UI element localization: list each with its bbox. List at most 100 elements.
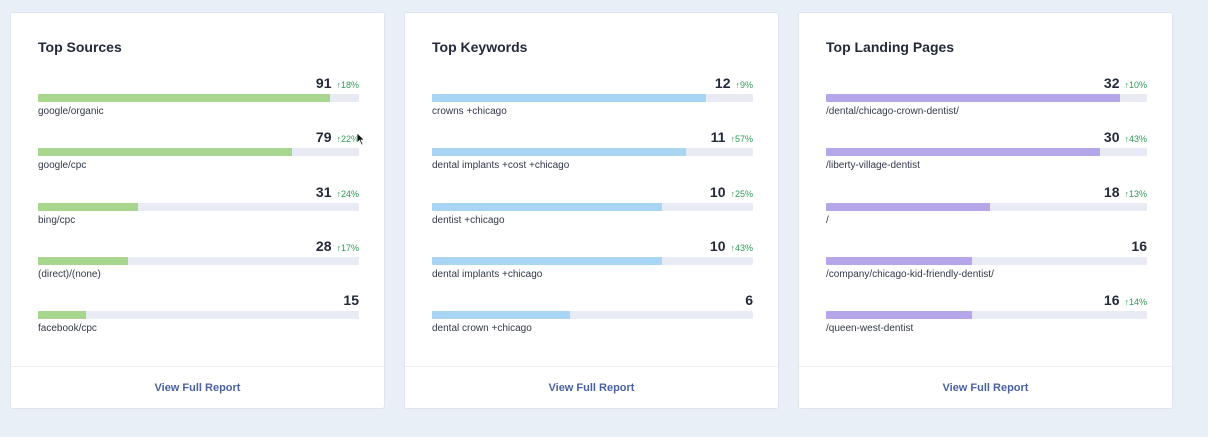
row-metrics: 16 ↑14%	[1104, 292, 1147, 310]
row-label: bing/cpc	[38, 214, 76, 226]
progress-bar-track	[826, 94, 1147, 102]
list-item: 12 ↑9% crowns +chicago	[432, 75, 753, 129]
row-metrics: 6	[745, 292, 753, 310]
row-metrics: 15	[343, 292, 359, 310]
progress-bar-track	[826, 311, 1147, 320]
progress-bar-fill	[38, 311, 87, 320]
top-landing-pages-card: Top Landing Pages 32 ↑10% /dental/chicago-…	[798, 12, 1173, 409]
view-full-report-link[interactable]: View Full Report	[942, 381, 1029, 394]
row-value: 18	[1103, 183, 1120, 200]
progress-bar-track	[38, 311, 359, 320]
card-footer: View Full Report	[11, 366, 384, 408]
progress-bar-fill	[432, 94, 707, 102]
row-value: 12	[714, 75, 731, 91]
row-change-badge: ↑22%	[336, 134, 359, 145]
progress-bar-fill	[38, 256, 128, 265]
list-item: 15 facebook/cpc	[38, 292, 359, 346]
row-label: /dental/chicago-crown-dentist/	[826, 106, 959, 117]
row-value: 91	[315, 75, 332, 91]
list-item: 10 ↑43% dental implants +chicago	[432, 238, 753, 292]
card-footer: View Full Report	[405, 366, 778, 408]
card-footer: View Full Report	[799, 366, 1172, 408]
row-value: 79	[315, 129, 332, 146]
progress-bar-track	[38, 256, 359, 265]
list-item: 16 ↑14% /queen-west-dentist	[826, 292, 1147, 346]
sources-list: 91 ↑18% google/organic 79 ↑22% google/cpc 31 ↑2…	[38, 75, 359, 346]
list-item: 31 ↑24% bing/cpc	[38, 184, 359, 238]
list-item: 10 ↑25% dentist +chicago	[432, 184, 753, 238]
row-value: 11	[710, 129, 726, 146]
row-label: dental implants +chicago	[432, 268, 543, 280]
list-item: 79 ↑22% google/cpc	[38, 129, 359, 183]
row-change-badge: ↑25%	[730, 188, 753, 199]
row-change-badge: ↑10%	[1124, 80, 1147, 90]
progress-bar-track	[826, 256, 1147, 265]
progress-bar-track	[432, 202, 753, 211]
row-change-badge: ↑43%	[1124, 134, 1147, 145]
top-keywords-card: Top Keywords 12 ↑9% crowns +chicago 11 ↑57% d…	[404, 12, 779, 409]
list-item: 28 ↑17% (direct)/(none)	[38, 238, 359, 292]
row-label: dental crown +chicago	[432, 323, 532, 335]
card-title: Top Landing Pages	[826, 39, 955, 55]
row-value: 16	[1131, 237, 1147, 254]
row-metrics: 10 ↑25%	[710, 184, 753, 202]
row-change-badge: ↑43%	[730, 242, 753, 253]
list-item: 11 ↑57% dental implants +cost +chicago	[432, 129, 753, 183]
top-sources-card: Top Sources 91 ↑18% google/organic 79 ↑22% go…	[10, 12, 385, 409]
row-label: crowns +chicago	[432, 106, 507, 117]
row-label: google/cpc	[38, 160, 87, 172]
row-label: /	[826, 214, 829, 226]
row-metrics: 30 ↑43%	[1104, 129, 1147, 147]
list-item: 16/company/chicago-kid-friendly-dentist/	[826, 238, 1147, 292]
card-title: Top Keywords	[432, 39, 528, 55]
progress-bar-fill	[38, 94, 331, 102]
row-value: 15	[343, 292, 359, 309]
list-item: 18 ↑13% /	[826, 184, 1147, 238]
list-item: 32 ↑10% /dental/chicago-crown-dentist/	[826, 75, 1147, 129]
row-change-badge: ↑14%	[1124, 297, 1147, 308]
progress-bar-fill	[826, 202, 990, 211]
row-label: facebook/cpc	[38, 323, 97, 335]
list-item: 91 ↑18% google/organic	[38, 75, 359, 129]
row-change-badge: ↑24%	[336, 188, 359, 199]
row-value: 28	[315, 237, 332, 254]
progress-bar-fill	[432, 202, 662, 211]
progress-bar-fill	[432, 148, 686, 157]
progress-bar-fill	[38, 148, 292, 157]
row-change-badge: ↑9%	[735, 80, 753, 90]
row-value: 30	[1103, 129, 1120, 146]
row-label: /company/chicago-kid-friendly-dentist/	[826, 268, 994, 280]
row-value: 16	[1103, 292, 1120, 309]
mouse-cursor-icon	[356, 132, 366, 146]
row-change-badge: ↑57%	[730, 134, 753, 145]
progress-bar-fill	[826, 94, 1120, 102]
row-metrics: 11 ↑57%	[711, 129, 753, 147]
row-value: 10	[709, 183, 726, 200]
row-metrics: 16	[1131, 238, 1147, 256]
view-full-report-link[interactable]: View Full Report	[154, 381, 241, 394]
progress-bar-track	[432, 148, 753, 157]
row-change-badge: ↑13%	[1124, 188, 1147, 199]
row-metrics: 31 ↑24%	[316, 184, 359, 202]
progress-bar-track	[826, 202, 1147, 211]
row-value: 31	[315, 183, 332, 200]
progress-bar-track	[432, 256, 753, 265]
row-metrics: 32 ↑10%	[1104, 75, 1147, 93]
list-item: 6 dental crown +chicago	[432, 292, 753, 346]
view-full-report-link[interactable]: View Full Report	[548, 381, 635, 394]
progress-bar-fill	[432, 256, 662, 265]
row-change-badge: ↑17%	[336, 242, 359, 253]
row-label: /queen-west-dentist	[826, 323, 914, 335]
row-metrics: 91 ↑18%	[316, 75, 359, 93]
progress-bar-track	[432, 311, 753, 320]
progress-bar-fill	[826, 148, 1101, 157]
progress-bar-track	[38, 94, 359, 102]
row-metrics: 12 ↑9%	[715, 75, 753, 93]
landing-pages-list: 32 ↑10% /dental/chicago-crown-dentist/30 ↑4…	[826, 75, 1147, 346]
progress-bar-track	[826, 148, 1147, 157]
progress-bar-track	[432, 94, 753, 102]
progress-bar-fill	[826, 311, 973, 320]
row-label: dentist +chicago	[432, 214, 505, 226]
row-value: 6	[745, 292, 753, 309]
progress-bar-fill	[432, 311, 571, 320]
